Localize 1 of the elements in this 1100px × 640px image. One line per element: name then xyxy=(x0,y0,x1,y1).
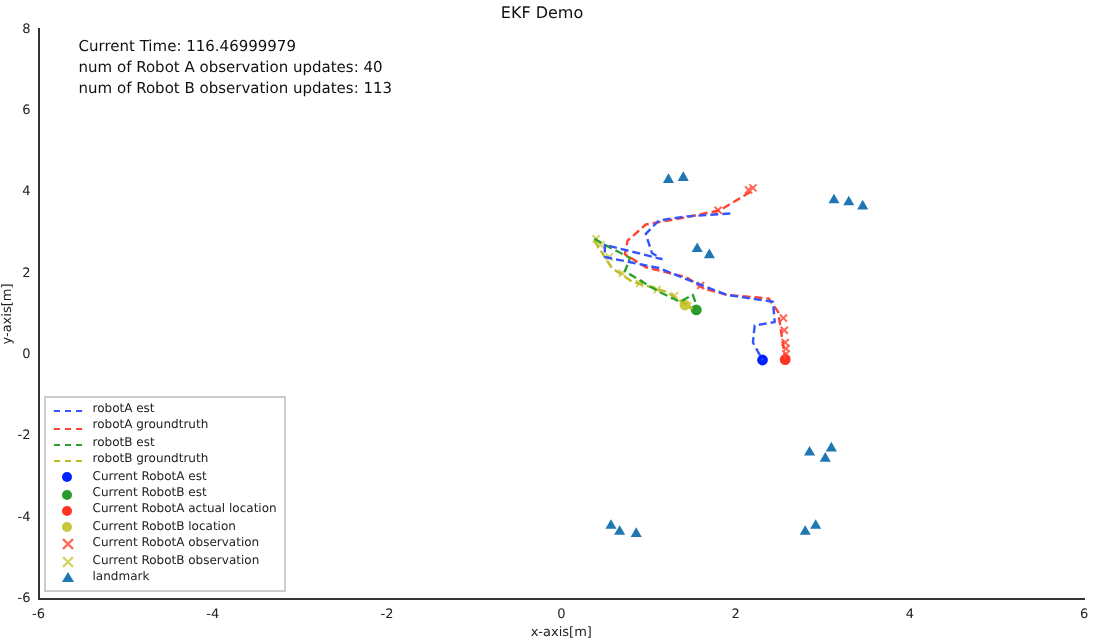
chart-title: EKF Demo xyxy=(500,3,584,22)
